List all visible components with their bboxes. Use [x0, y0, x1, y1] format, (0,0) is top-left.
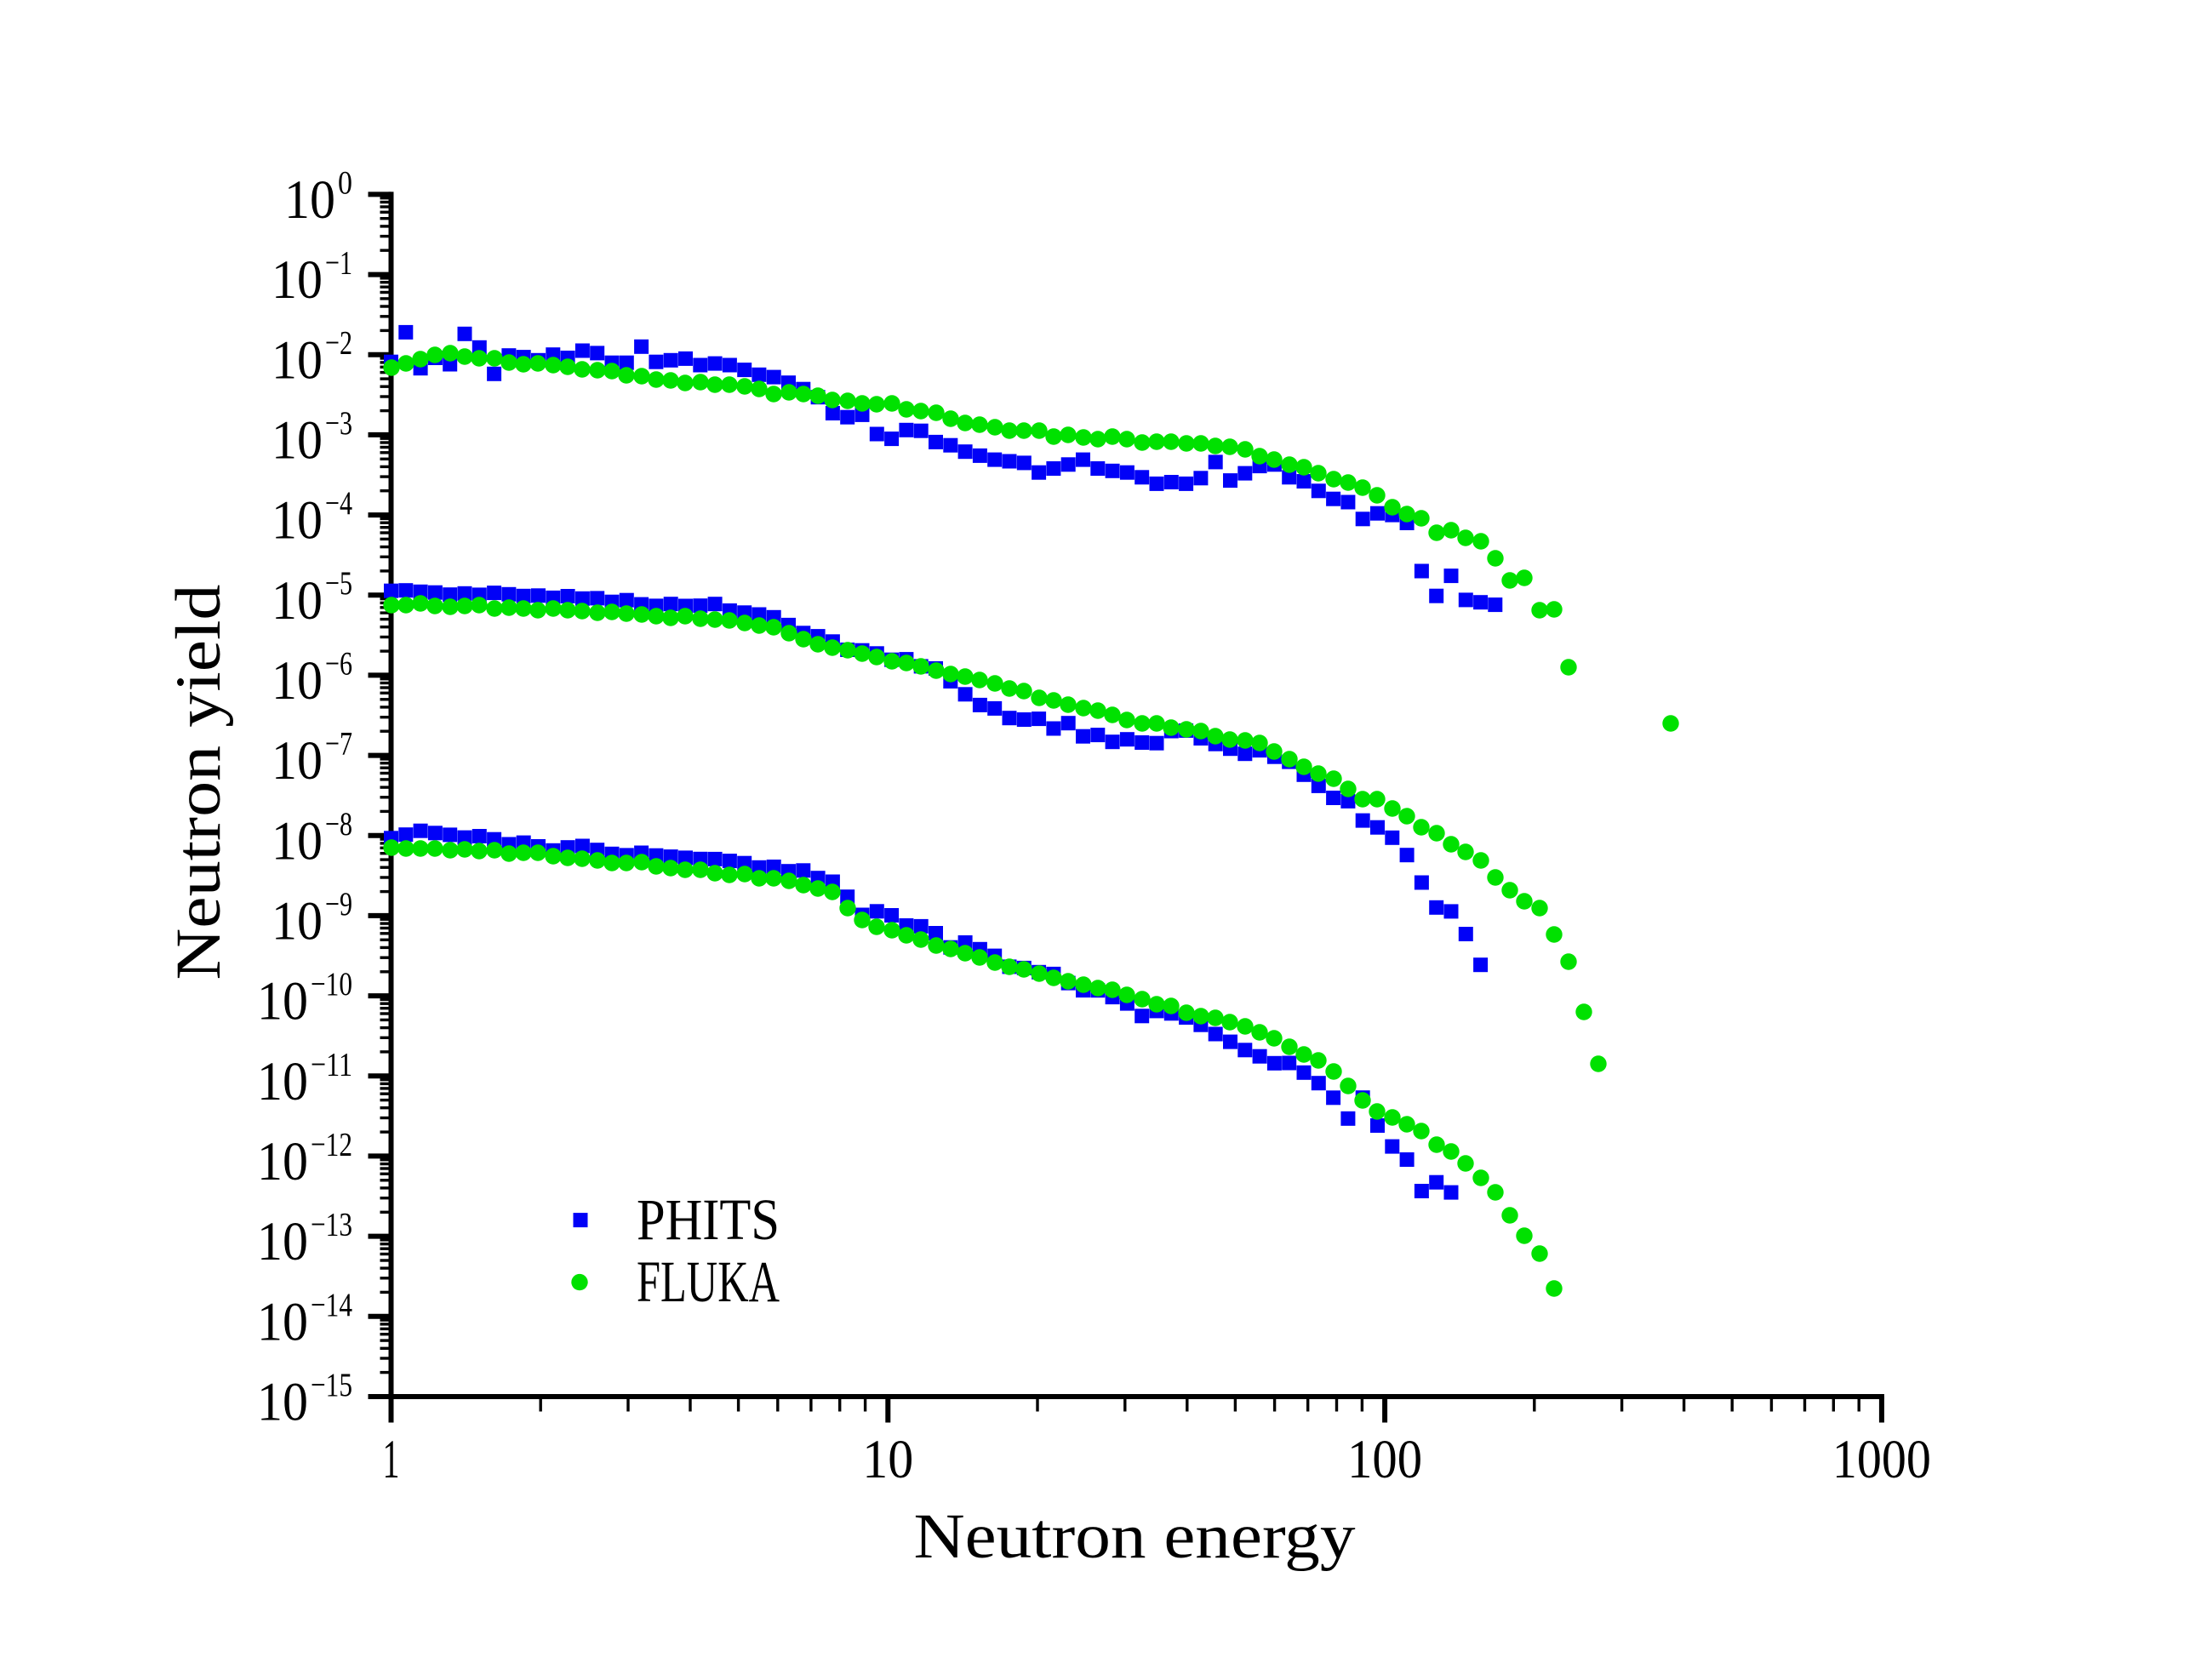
- svg-text:−3: −3: [325, 405, 352, 442]
- svg-text:10: 10: [271, 650, 323, 711]
- svg-text:−7: −7: [325, 726, 352, 763]
- svg-text:PHITS: PHITS: [637, 1187, 780, 1252]
- svg-text:10: 10: [257, 971, 308, 1032]
- svg-text:10: 10: [257, 1372, 308, 1433]
- svg-text:10: 10: [862, 1429, 913, 1490]
- svg-text:10: 10: [271, 810, 323, 871]
- svg-text:10: 10: [271, 570, 323, 631]
- svg-text:10: 10: [257, 1211, 308, 1272]
- svg-text:10: 10: [257, 1291, 308, 1352]
- svg-text:10: 10: [271, 410, 323, 471]
- svg-text:−10: −10: [311, 966, 352, 1003]
- svg-text:−12: −12: [311, 1126, 352, 1163]
- svg-text:−15: −15: [311, 1367, 352, 1403]
- svg-text:10: 10: [271, 249, 323, 311]
- svg-text:1000: 1000: [1832, 1429, 1931, 1490]
- svg-text:−13: −13: [311, 1207, 352, 1243]
- svg-text:−5: −5: [325, 565, 352, 602]
- svg-text:10: 10: [257, 1131, 308, 1192]
- svg-text:100: 100: [1347, 1429, 1422, 1490]
- svg-text:Neutron energy: Neutron energy: [914, 1501, 1357, 1572]
- svg-text:10: 10: [271, 490, 323, 551]
- svg-text:0: 0: [338, 164, 352, 201]
- svg-text:1: 1: [383, 1429, 400, 1490]
- svg-text:−4: −4: [325, 485, 352, 522]
- svg-text:10: 10: [271, 329, 323, 391]
- svg-text:−11: −11: [311, 1046, 352, 1083]
- svg-text:10: 10: [284, 169, 335, 231]
- svg-text:−8: −8: [325, 806, 352, 843]
- svg-text:10: 10: [271, 730, 323, 791]
- svg-text:10: 10: [257, 1051, 308, 1112]
- svg-text:−9: −9: [325, 886, 352, 923]
- svg-text:−14: −14: [311, 1287, 352, 1323]
- svg-text:Neutron yield: Neutron yield: [163, 585, 234, 980]
- svg-text:−2: −2: [325, 325, 352, 362]
- svg-text:−1: −1: [325, 245, 352, 282]
- svg-text:FLUKA: FLUKA: [637, 1249, 780, 1314]
- svg-text:10: 10: [271, 891, 323, 952]
- svg-text:−6: −6: [325, 645, 352, 682]
